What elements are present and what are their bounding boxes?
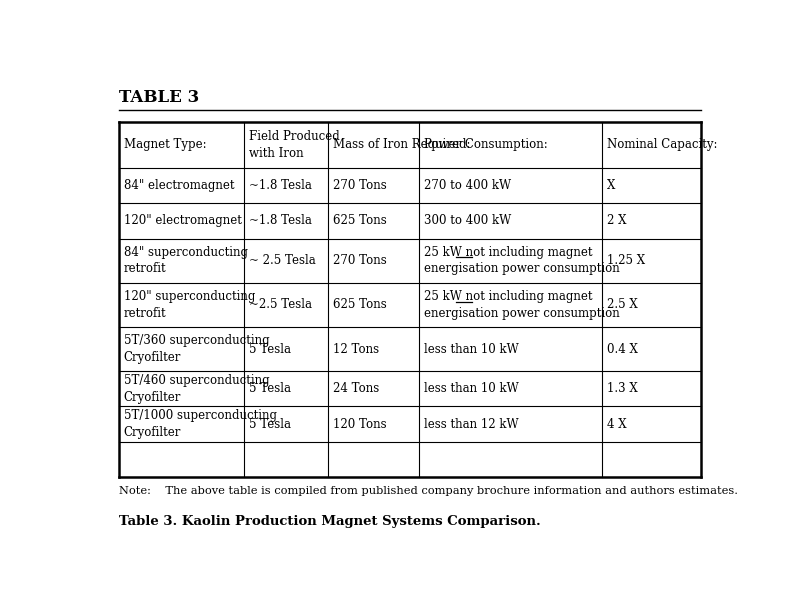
Text: 12 Tons: 12 Tons xyxy=(334,342,379,356)
Text: 300 to 400 kW: 300 to 400 kW xyxy=(424,214,511,228)
Text: 25 kW not including magnet
energisation power consumption: 25 kW not including magnet energisation … xyxy=(424,290,619,319)
Text: 84" superconducting
retrofit: 84" superconducting retrofit xyxy=(123,246,247,276)
Text: 5 Tesla: 5 Tesla xyxy=(249,418,291,430)
Text: ~2.5 Tesla: ~2.5 Tesla xyxy=(249,298,312,311)
Text: Note:    The above table is compiled from published company brochure information: Note: The above table is compiled from p… xyxy=(118,486,738,497)
Text: Nominal Capacity:: Nominal Capacity: xyxy=(607,138,718,151)
Text: Mass of Iron Required:: Mass of Iron Required: xyxy=(334,138,471,151)
Text: 25 kW not including magnet
energisation power consumption: 25 kW not including magnet energisation … xyxy=(424,246,619,276)
Text: less than 10 kW: less than 10 kW xyxy=(424,342,518,356)
Text: 270 to 400 kW: 270 to 400 kW xyxy=(424,179,511,192)
Text: Field Produced
with Iron: Field Produced with Iron xyxy=(249,130,340,160)
Text: 120" superconducting
retrofit: 120" superconducting retrofit xyxy=(123,290,255,319)
Text: 5T/460 superconducting
Cryofilter: 5T/460 superconducting Cryofilter xyxy=(123,374,269,404)
Text: 2 X: 2 X xyxy=(607,214,626,228)
Text: 84" electromagnet: 84" electromagnet xyxy=(123,179,234,192)
Text: 0.4 X: 0.4 X xyxy=(607,342,638,356)
Text: 120" electromagnet: 120" electromagnet xyxy=(123,214,242,228)
Text: 270 Tons: 270 Tons xyxy=(334,254,387,267)
Text: 5T/1000 superconducting
Cryofilter: 5T/1000 superconducting Cryofilter xyxy=(123,409,277,439)
Text: 625 Tons: 625 Tons xyxy=(334,298,387,311)
Text: Magnet Type:: Magnet Type: xyxy=(123,138,206,151)
Text: 270 Tons: 270 Tons xyxy=(334,179,387,192)
Text: Power Consumption:: Power Consumption: xyxy=(424,138,547,151)
Text: 5 Tesla: 5 Tesla xyxy=(249,382,291,395)
Text: 5T/360 superconducting
Cryofilter: 5T/360 superconducting Cryofilter xyxy=(123,334,269,364)
Text: 1.25 X: 1.25 X xyxy=(607,254,646,267)
Text: ~1.8 Tesla: ~1.8 Tesla xyxy=(249,179,312,192)
Text: ~1.8 Tesla: ~1.8 Tesla xyxy=(249,214,312,228)
Text: 4 X: 4 X xyxy=(607,418,627,430)
Text: 2.5 X: 2.5 X xyxy=(607,298,638,311)
Text: X: X xyxy=(607,179,616,192)
Text: Table 3. Kaolin Production Magnet Systems Comparison.: Table 3. Kaolin Production Magnet System… xyxy=(118,515,540,527)
Text: TABLE 3: TABLE 3 xyxy=(118,89,199,106)
Text: 5 Tesla: 5 Tesla xyxy=(249,342,291,356)
Text: 120 Tons: 120 Tons xyxy=(334,418,387,430)
Text: ~ 2.5 Tesla: ~ 2.5 Tesla xyxy=(249,254,316,267)
Text: 625 Tons: 625 Tons xyxy=(334,214,387,228)
Text: 24 Tons: 24 Tons xyxy=(334,382,380,395)
Text: 1.3 X: 1.3 X xyxy=(607,382,638,395)
Text: less than 12 kW: less than 12 kW xyxy=(424,418,518,430)
Text: less than 10 kW: less than 10 kW xyxy=(424,382,518,395)
